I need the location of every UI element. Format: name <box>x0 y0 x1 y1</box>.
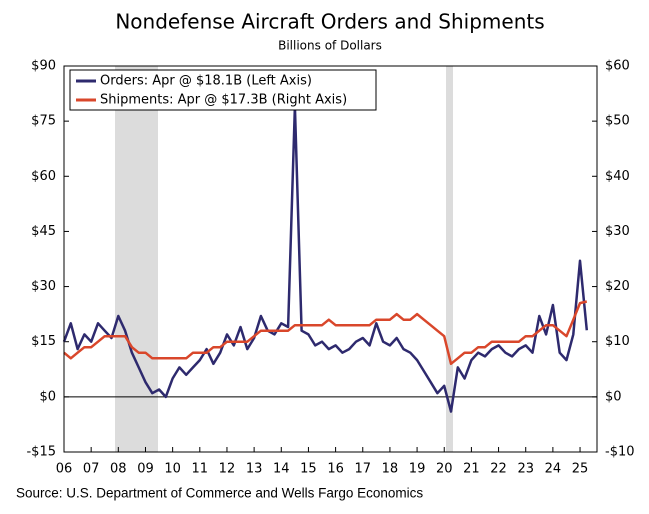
y2-tick-label: $30 <box>605 224 630 239</box>
y2-tick-label: -$10 <box>605 445 635 460</box>
legend-label: Shipments: Apr @ $17.3B (Right Axis) <box>100 93 347 108</box>
x-tick-label: 09 <box>137 462 154 477</box>
x-tick-label: 08 <box>110 462 127 477</box>
x-tick-label: 24 <box>545 462 562 477</box>
y2-tick-label: $10 <box>605 334 630 349</box>
y-tick-label: -$15 <box>26 445 56 460</box>
x-tick-label: 21 <box>463 462 480 477</box>
x-tick-label: 07 <box>83 462 100 477</box>
x-tick-label: 23 <box>517 462 534 477</box>
x-tick-label: 22 <box>490 462 507 477</box>
x-tick-label: 25 <box>572 462 589 477</box>
x-tick-label: 16 <box>327 462 344 477</box>
legend-label: Orders: Apr @ $18.1B (Left Axis) <box>100 74 312 89</box>
x-tick-label: 19 <box>409 462 426 477</box>
x-tick-label: 15 <box>300 462 317 477</box>
x-tick-label: 12 <box>219 462 236 477</box>
recession-shading <box>115 66 158 452</box>
legend: Orders: Apr @ $18.1B (Left Axis) Shipment… <box>69 69 377 111</box>
chart-title: Nondefense Aircraft Orders and Shipments <box>115 10 544 34</box>
series-line <box>63 300 588 366</box>
x-tick-label: 13 <box>246 462 263 477</box>
y-tick-label: $60 <box>31 169 56 184</box>
y-tick-label: $45 <box>31 224 56 239</box>
y-tick-label: $30 <box>31 279 56 294</box>
x-tick-label: 10 <box>164 462 181 477</box>
legend-box <box>69 69 377 111</box>
y2-tick-label: $60 <box>605 59 630 74</box>
y-tick-label: $15 <box>31 334 56 349</box>
y-tick-label: $0 <box>39 389 56 404</box>
x-tick-label: 06 <box>56 462 73 477</box>
plot-frame <box>63 65 598 453</box>
y-tick-label: $75 <box>31 114 56 129</box>
chart-subtitle: Billions of Dollars <box>278 39 382 53</box>
y2-tick-label: $40 <box>605 169 630 184</box>
source: Source: U.S. Department of Commerce and … <box>16 486 423 501</box>
recession-shading <box>446 66 453 452</box>
x-tick-label: 11 <box>192 462 209 477</box>
y2-tick-label: $20 <box>605 279 630 294</box>
plot: -$15 $0 $15 $30 $45 $60 $75 $90 -$10 $0 $10 $20 $30 $… <box>26 59 634 477</box>
x-tick-label: 18 <box>382 462 399 477</box>
y-tick-label: $90 <box>31 59 56 74</box>
x-tick-label: 20 <box>436 462 453 477</box>
series-line <box>62 105 589 413</box>
y2-tick-label: $50 <box>605 114 630 129</box>
y2-tick-label: $0 <box>605 389 622 404</box>
x-tick-label: 14 <box>273 462 290 477</box>
x-tick-label: 17 <box>354 462 371 477</box>
